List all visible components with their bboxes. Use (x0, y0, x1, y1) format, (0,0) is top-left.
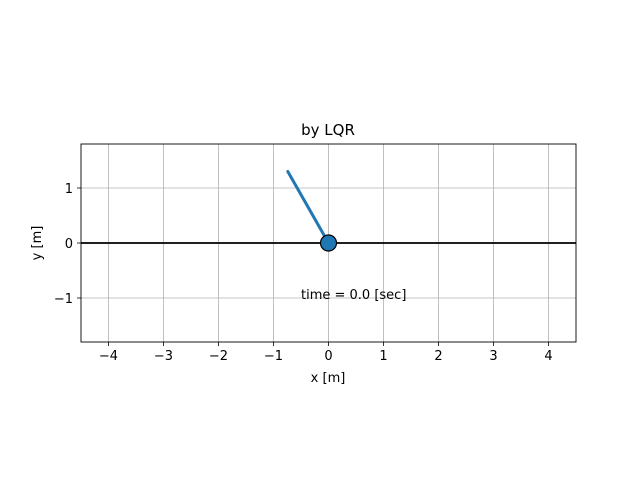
chart-title: by LQR (301, 121, 355, 139)
time-annotation: time = 0.0 [sec] (301, 288, 406, 303)
x-tick-label: −3 (154, 349, 173, 364)
x-tick-label: −4 (99, 349, 118, 364)
x-tick-label: −1 (264, 349, 283, 364)
x-tick-label: 3 (489, 349, 497, 364)
x-axis-label: x [m] (311, 371, 346, 386)
pendulum-rod (286, 170, 330, 245)
x-tick-label: 0 (324, 349, 332, 364)
axis-ticks: −4 −3 −2 −1 0 1 2 3 4 −1 0 1 (54, 182, 553, 364)
x-tick-label: 2 (434, 349, 442, 364)
y-axis-label: y [m] (30, 226, 45, 261)
x-tick-label: −2 (209, 349, 228, 364)
y-tick-label: 0 (65, 237, 73, 252)
plot-area (81, 170, 576, 252)
x-tick-label: 1 (379, 349, 387, 364)
y-tick-label: −1 (54, 292, 73, 307)
x-tick-label: 4 (544, 349, 552, 364)
y-tick-label: 1 (65, 182, 73, 197)
cart-marker (319, 234, 338, 252)
